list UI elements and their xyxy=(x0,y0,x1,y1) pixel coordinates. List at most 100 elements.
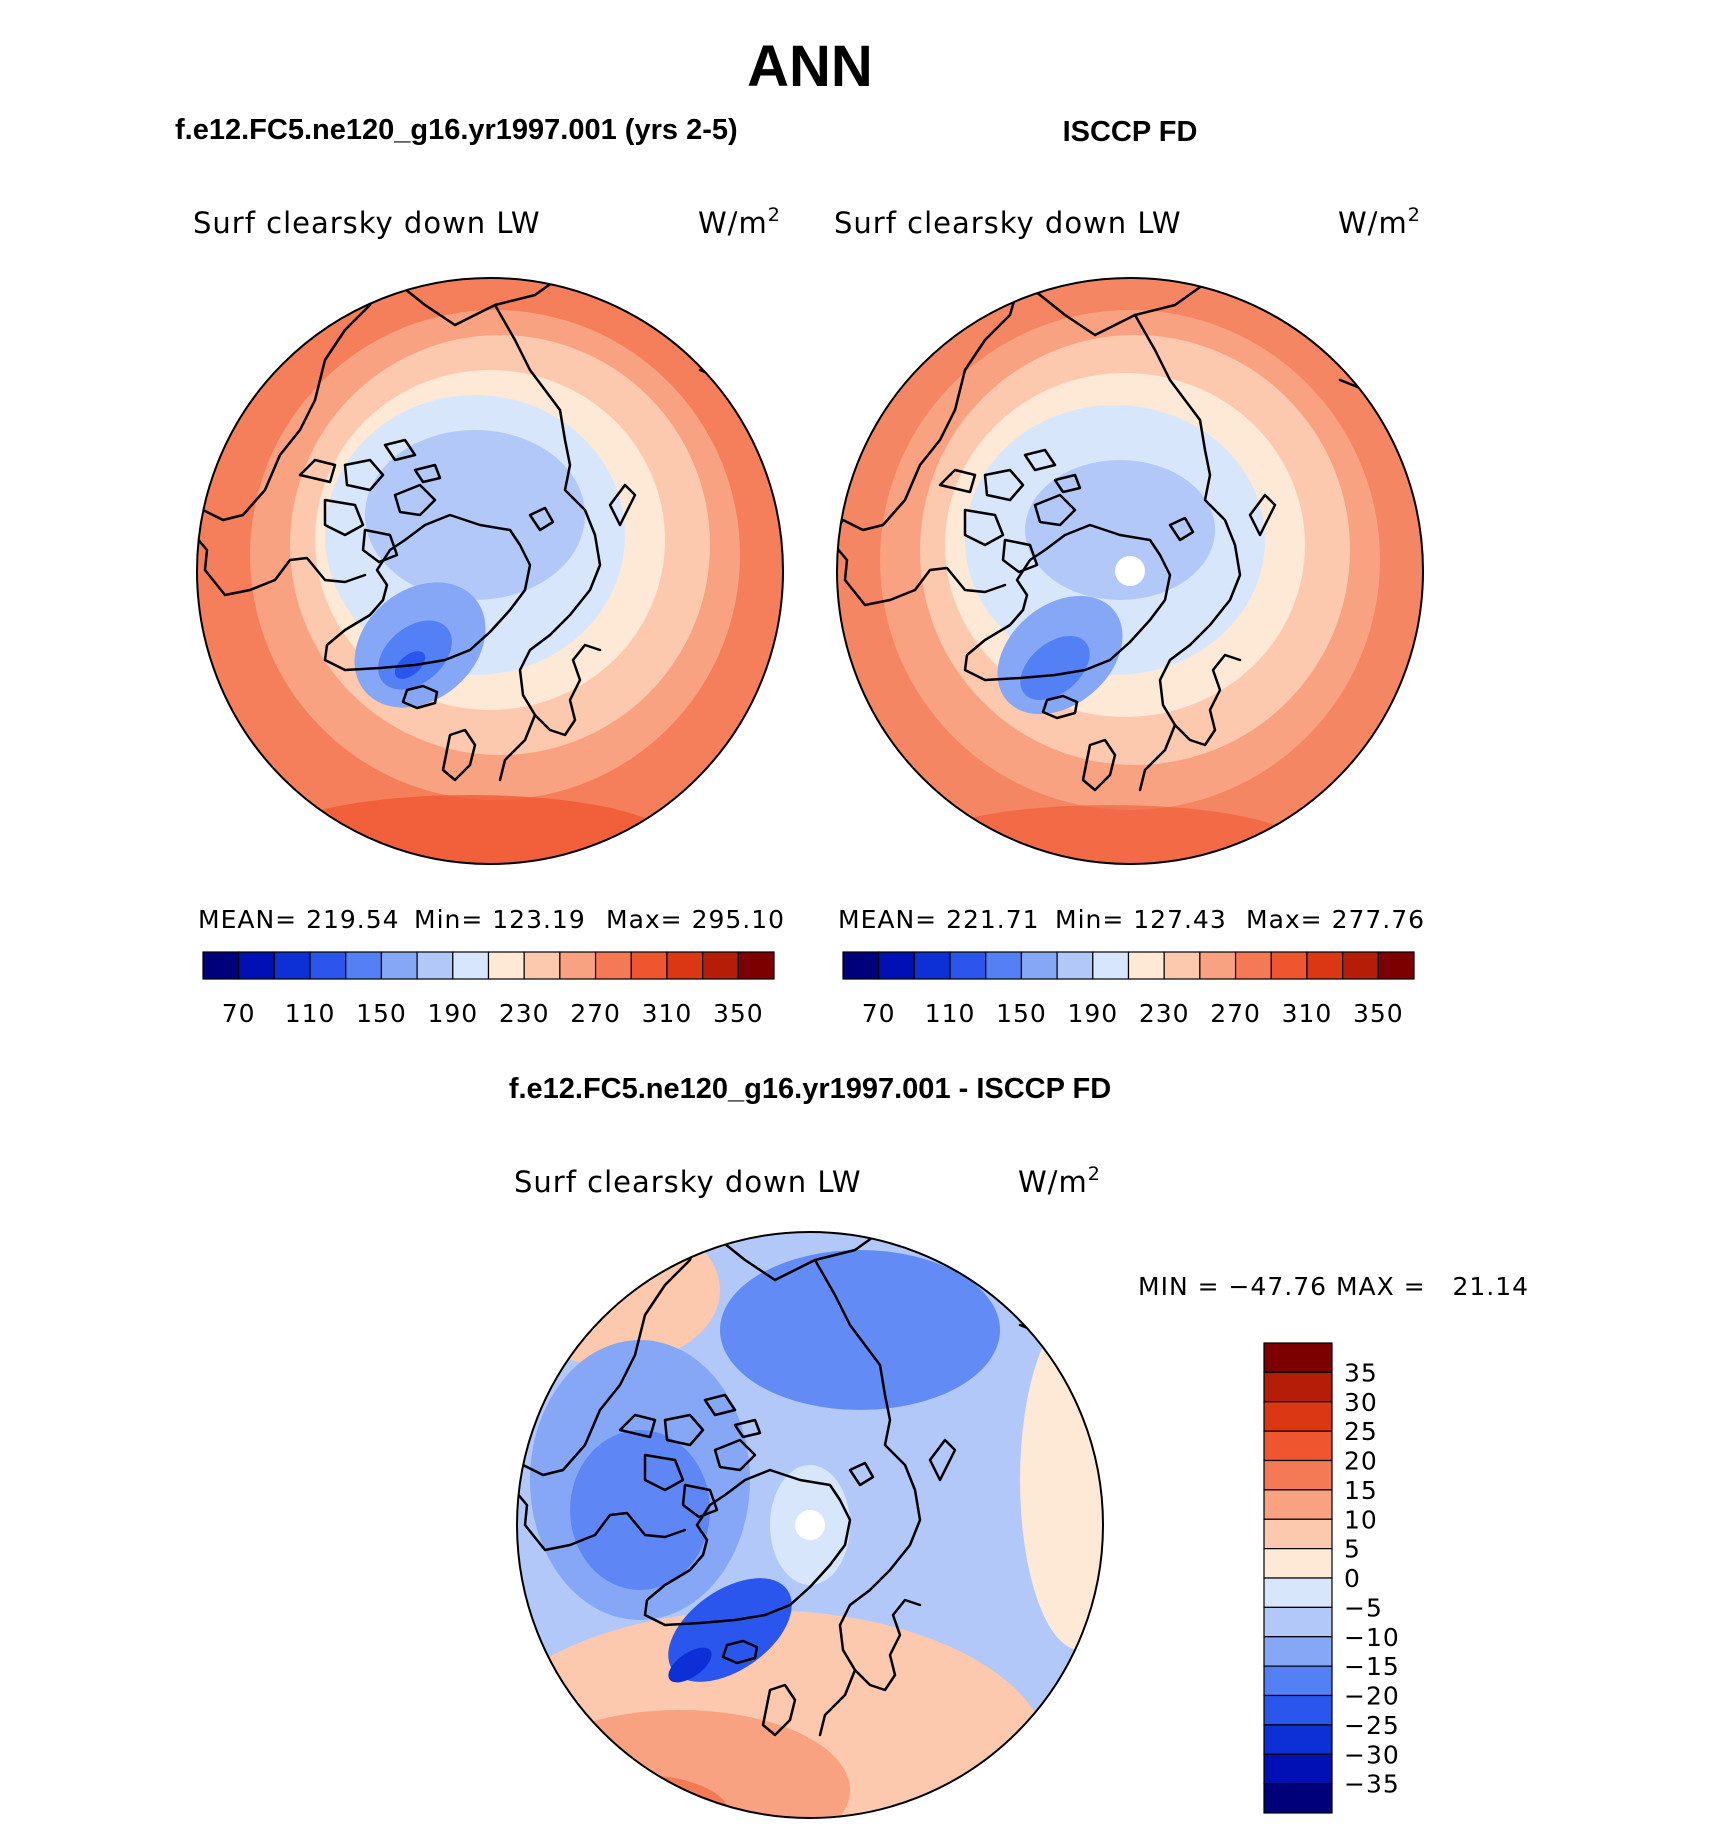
colorbar-tick-label: 30 xyxy=(1344,1388,1378,1417)
colorbar-box xyxy=(416,951,454,980)
colorbar-tick-label: 270 xyxy=(1210,999,1261,1028)
polar-map xyxy=(196,277,784,865)
colorbar-box xyxy=(1263,1753,1333,1785)
colorbar-box xyxy=(1342,951,1379,980)
colorbar-box xyxy=(1263,1489,1333,1520)
stat-min: Min= 127.43 xyxy=(1055,905,1227,934)
colorbar-box xyxy=(523,951,561,980)
colorbar-box xyxy=(630,951,668,980)
colorbar-tick-label: 110 xyxy=(285,999,336,1028)
colorbar-box xyxy=(1263,1665,1333,1697)
colorbar-tick-label: 110 xyxy=(925,999,976,1028)
colorbar-box xyxy=(452,951,490,980)
colorbar-box xyxy=(737,951,775,980)
colorbar-box xyxy=(559,951,597,980)
colorbar-tick-label: 70 xyxy=(862,999,896,1028)
colorbar-box xyxy=(1263,1636,1333,1667)
colorbar-box xyxy=(1263,1724,1333,1755)
colorbar-tick-label: 270 xyxy=(570,999,621,1028)
colorbar xyxy=(202,951,775,980)
minmax-label: MIN = −47.76 MAX = 21.14 xyxy=(1138,1272,1529,1301)
colorbar-tick-label: 25 xyxy=(1344,1417,1378,1446)
colorbar-box xyxy=(1263,1518,1333,1550)
map-border xyxy=(196,277,784,865)
colorbar-box xyxy=(238,951,275,980)
colorbar-box xyxy=(1199,951,1237,980)
colorbar-tick-label: −20 xyxy=(1344,1682,1400,1711)
colorbar-box xyxy=(1263,1548,1333,1579)
colorbar-box xyxy=(1263,1342,1333,1373)
colorbar-tick-label: 310 xyxy=(1282,999,1333,1028)
polar-map xyxy=(516,1231,1104,1819)
colorbar-tick-label: −15 xyxy=(1344,1652,1400,1681)
units-label: W/m2 xyxy=(1018,1163,1101,1199)
warm-northwest xyxy=(517,1232,720,1365)
stat-min: Min= 123.19 xyxy=(414,905,586,934)
colorbar-box xyxy=(1163,951,1201,980)
colorbar-box xyxy=(380,951,418,980)
units-superscript: 2 xyxy=(768,204,781,226)
colorbar-box xyxy=(273,951,311,980)
colorbar-tick-label: −35 xyxy=(1344,1770,1400,1799)
units-superscript: 2 xyxy=(1408,204,1421,226)
colorbar-box xyxy=(1263,1577,1333,1608)
colorbar-tick-label: 230 xyxy=(499,999,550,1028)
units-base: W/m xyxy=(1338,206,1408,240)
colorbar-labels: 70 110 150 190 230 270 310 350 xyxy=(862,999,1404,1028)
colorbar-box xyxy=(949,951,987,980)
colorbar-box xyxy=(1263,1694,1333,1726)
colorbar-box xyxy=(985,951,1023,980)
stat-mean: MEAN= 221.71 xyxy=(838,905,1040,934)
colorbar-box xyxy=(1263,1783,1333,1814)
case-title: f.e12.FC5.ne120_g16.yr1997.001 - ISCCP F… xyxy=(509,1073,1111,1105)
stat-mean: MEAN= 219.54 xyxy=(198,905,400,934)
colorbar-tick-label: 230 xyxy=(1139,999,1190,1028)
colorbar xyxy=(1263,1342,1333,1814)
panel-observation: ISCCP FD Surf clearsky down LW W/m2 MEAN… xyxy=(834,116,1425,1028)
variable-label: Surf clearsky down LW xyxy=(834,206,1182,240)
units-label: W/m2 xyxy=(698,204,781,240)
cold-canada-core xyxy=(570,1430,710,1590)
colorbar-box xyxy=(1263,1430,1333,1462)
colorbar-box xyxy=(1092,951,1130,980)
colorbar-box xyxy=(202,951,240,980)
colorbar-box xyxy=(878,951,915,980)
panel-difference: f.e12.FC5.ne120_g16.yr1997.001 - ISCCP F… xyxy=(509,1073,1529,1819)
polar-map xyxy=(836,277,1424,865)
pole-hole xyxy=(1115,556,1145,586)
variable-label: Surf clearsky down LW xyxy=(193,206,541,240)
colorbar-tick-label: 15 xyxy=(1344,1476,1378,1505)
colorbar-box xyxy=(1056,951,1094,980)
colorbar-labels: 70 110 150 190 230 270 310 350 xyxy=(222,999,763,1028)
colorbar-tick-label: 350 xyxy=(1353,999,1404,1028)
warm-east xyxy=(1020,1310,1103,1650)
case-title: f.e12.FC5.ne120_g16.yr1997.001 (yrs 2-5) xyxy=(175,114,738,146)
colorbar-box xyxy=(913,951,951,980)
zone-mid-blue xyxy=(365,430,585,600)
colorbar-box xyxy=(1263,1401,1333,1432)
stat-max: Max= 277.76 xyxy=(1246,905,1425,934)
colorbar-box xyxy=(1234,951,1272,980)
greenland-low-2 xyxy=(1020,635,1090,701)
cold-greenland-core xyxy=(668,1647,712,1683)
colorbar-tick-label: 5 xyxy=(1344,1535,1361,1564)
stat-max: Max= 295.10 xyxy=(606,905,785,934)
colorbar-tick-label: 10 xyxy=(1344,1505,1378,1534)
zone-mid-blue xyxy=(1025,460,1215,600)
colorbar-tick-label: 20 xyxy=(1344,1447,1378,1476)
colorbar-box xyxy=(594,951,632,980)
colorbar-box xyxy=(666,951,704,980)
colorbar-tick-label: −30 xyxy=(1344,1740,1400,1769)
colorbar-box xyxy=(1263,1459,1333,1491)
colorbar xyxy=(842,951,1415,980)
map-border xyxy=(836,277,1424,865)
europe-warm xyxy=(920,805,1300,864)
colorbar-tick-label: 150 xyxy=(356,999,407,1028)
cold-siberia xyxy=(720,1250,1000,1410)
units-superscript: 2 xyxy=(1088,1163,1101,1185)
colorbar-box xyxy=(842,951,880,980)
colorbar-box xyxy=(1270,951,1308,980)
map-border xyxy=(516,1231,1104,1819)
colorbar-tick-label: −10 xyxy=(1344,1623,1400,1652)
